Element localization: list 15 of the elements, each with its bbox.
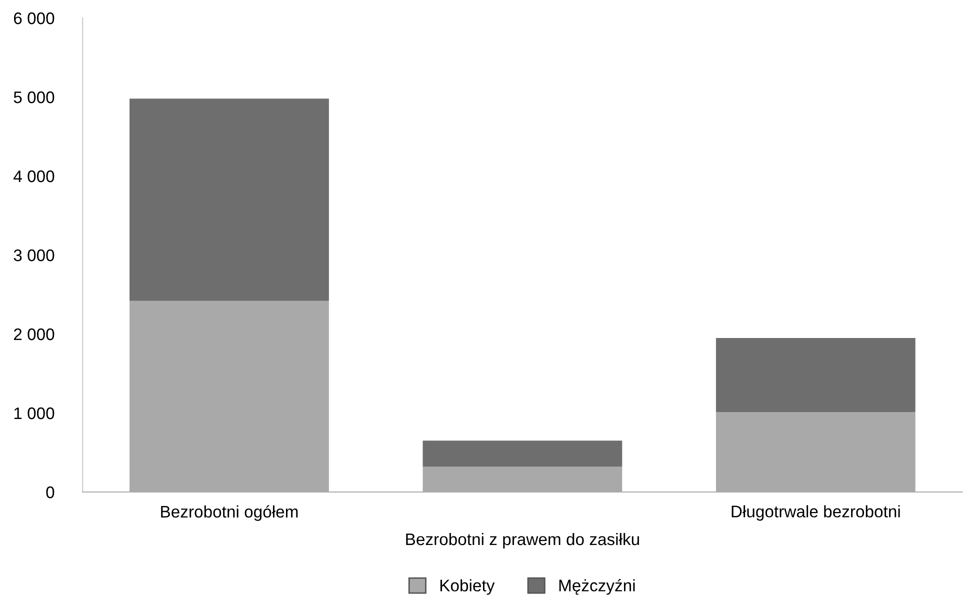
x-tick-label: Bezrobotni z prawem do zasiłku — [406, 532, 639, 549]
legend-label: Kobiety — [440, 579, 495, 595]
y-tick-label: 5 000 — [14, 91, 54, 104]
y-tick-label: 3 000 — [14, 249, 54, 262]
x-tick-label: Długotrwale bezrobotni — [732, 505, 900, 521]
bar — [422, 440, 622, 467]
y-tick-label: 0 — [46, 486, 54, 498]
y-tick-label: 1 000 — [14, 407, 54, 420]
bar — [716, 338, 916, 412]
y-tick-label: 6 000 — [14, 12, 54, 24]
y-tick-label: 4 000 — [14, 170, 54, 182]
x-tick-label: Bezrobotni ogółem — [161, 505, 298, 521]
y-tick-label: 2 000 — [14, 328, 54, 340]
legend-label: Mężczyźni — [559, 578, 635, 595]
bar — [130, 98, 329, 301]
